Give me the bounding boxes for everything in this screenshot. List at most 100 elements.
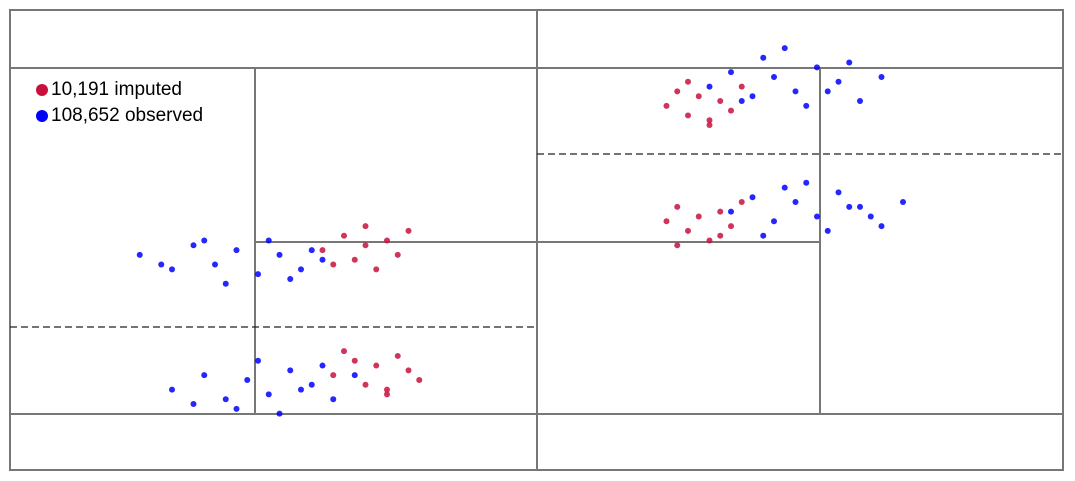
- point: [738, 83, 745, 90]
- point: [276, 410, 283, 417]
- point: [728, 208, 734, 215]
- point: [878, 73, 885, 80]
- point: [781, 45, 788, 52]
- points: [136, 45, 906, 417]
- point: [781, 184, 788, 191]
- legend-marker: [36, 110, 48, 122]
- point: [706, 83, 713, 90]
- point: [814, 213, 820, 220]
- point: [265, 237, 272, 244]
- point: [190, 242, 197, 249]
- point: [738, 199, 745, 206]
- point: [760, 54, 767, 61]
- point: [201, 237, 208, 244]
- point: [674, 88, 681, 95]
- point: [857, 98, 863, 105]
- point: [792, 199, 799, 206]
- point: [674, 203, 681, 210]
- point: [341, 348, 347, 355]
- point: [319, 362, 326, 369]
- point: [685, 112, 691, 119]
- point: [351, 256, 358, 263]
- point: [771, 73, 777, 80]
- point: [394, 251, 401, 258]
- point: [846, 203, 853, 210]
- point: [362, 223, 369, 230]
- point: [685, 227, 691, 234]
- legend-label: 108,652 observed: [51, 105, 203, 126]
- point: [298, 386, 304, 393]
- point: [201, 372, 208, 379]
- point: [749, 93, 756, 100]
- point: [416, 376, 423, 383]
- point: [330, 372, 337, 379]
- point: [287, 367, 294, 374]
- point: [319, 256, 326, 263]
- point: [384, 391, 390, 398]
- point: [706, 237, 713, 244]
- point: [362, 381, 369, 388]
- point: [728, 107, 734, 114]
- point: [867, 213, 874, 220]
- point: [803, 179, 810, 186]
- point: [233, 247, 240, 254]
- point: [814, 64, 820, 71]
- point: [212, 261, 218, 268]
- point: [717, 98, 724, 105]
- point: [362, 242, 369, 249]
- point: [695, 93, 702, 100]
- point: [803, 102, 810, 109]
- point: [405, 367, 412, 374]
- point: [384, 386, 390, 393]
- point: [222, 396, 229, 403]
- point: [824, 227, 831, 234]
- point: [663, 102, 670, 109]
- point: [749, 194, 756, 201]
- point: [835, 189, 842, 196]
- point: [330, 261, 337, 268]
- point: [824, 88, 831, 95]
- point: [330, 396, 337, 403]
- point: [405, 227, 412, 234]
- point: [169, 266, 175, 273]
- point: [255, 357, 261, 364]
- point: [190, 401, 197, 408]
- point: [255, 271, 261, 278]
- point: [308, 381, 315, 388]
- point: [717, 208, 724, 215]
- point: [728, 223, 734, 230]
- point: [351, 357, 358, 364]
- point: [706, 117, 713, 124]
- point: [287, 275, 294, 282]
- point: [265, 391, 272, 398]
- point: [158, 261, 165, 268]
- legend-label: 10,191 imputed: [51, 79, 182, 100]
- point: [685, 78, 691, 85]
- point: [835, 78, 842, 85]
- point: [373, 362, 380, 369]
- point: [695, 213, 702, 220]
- point: [738, 98, 745, 105]
- point: [878, 223, 885, 230]
- point: [169, 386, 175, 393]
- point: [900, 199, 906, 206]
- point: [319, 247, 326, 254]
- point: [233, 405, 240, 412]
- point: [728, 69, 734, 76]
- point: [760, 232, 767, 239]
- point: [663, 218, 670, 225]
- point: [308, 247, 315, 254]
- point: [222, 280, 229, 287]
- point: [136, 251, 143, 258]
- point: [717, 232, 724, 239]
- point: [792, 88, 799, 95]
- point: [373, 266, 380, 273]
- point: [394, 352, 401, 359]
- point: [298, 266, 304, 273]
- legend-marker: [36, 84, 48, 96]
- point: [706, 122, 713, 129]
- legend: 10,191 imputed 108,652 observed: [36, 79, 203, 126]
- point: [674, 242, 681, 249]
- point: [857, 203, 863, 210]
